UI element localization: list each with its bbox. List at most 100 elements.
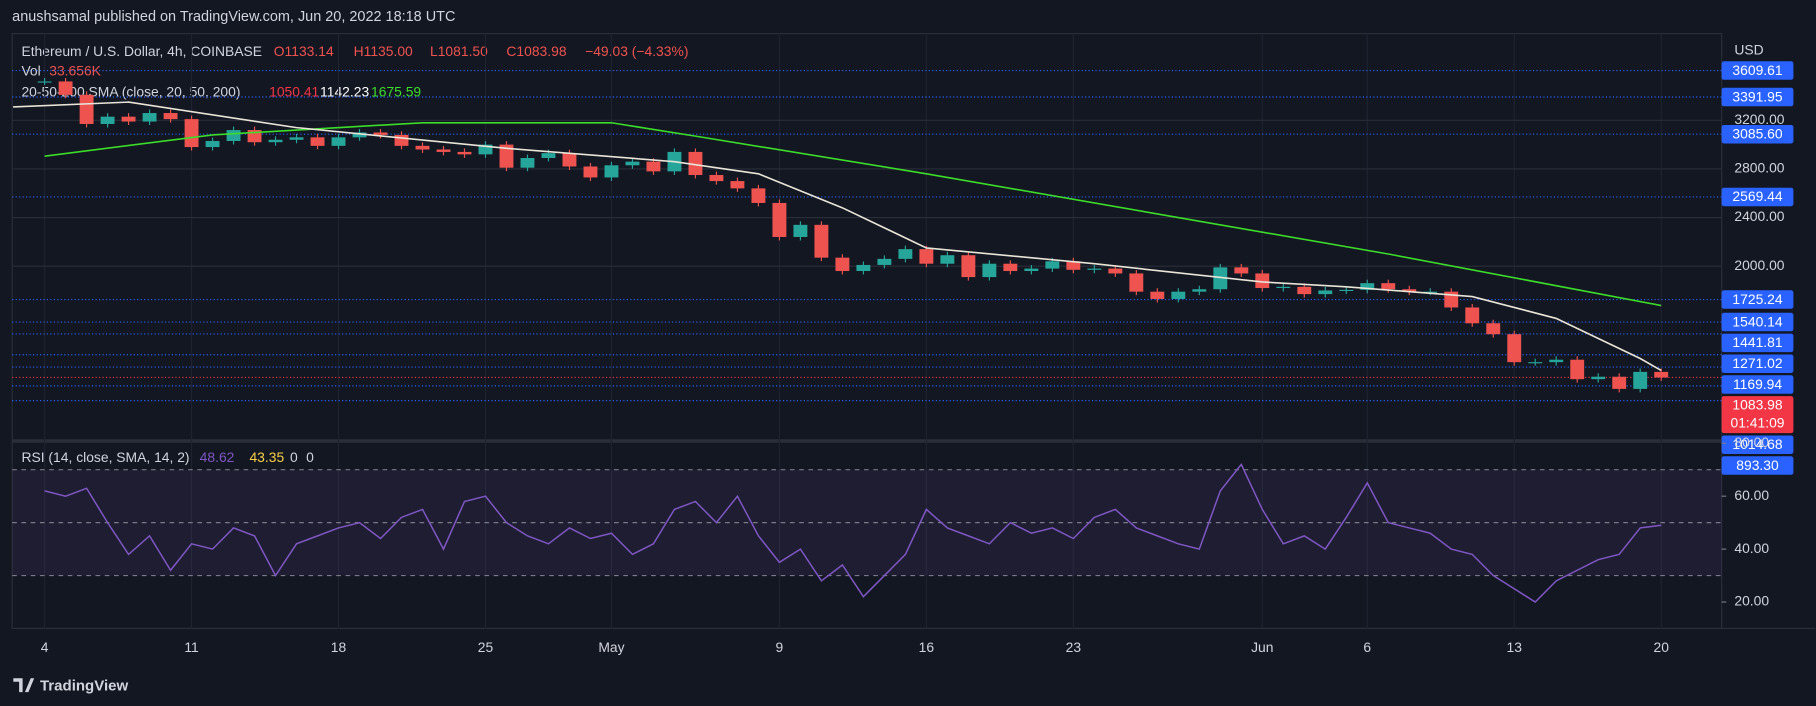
candle-body: [1150, 291, 1165, 299]
candle-body: [688, 151, 703, 176]
rsi-tick-label: 80.00: [1734, 434, 1769, 450]
candle-body: [1234, 267, 1249, 274]
candle-body: [58, 81, 73, 95]
ma-value: 1142.23: [320, 83, 369, 99]
candle-body: [562, 153, 577, 167]
candle-body: [1507, 334, 1522, 363]
candle-body: [520, 157, 535, 168]
candle-body: [1129, 273, 1144, 292]
candle-body: [646, 161, 661, 172]
brand-logo: [13, 678, 35, 693]
price-marker: [1721, 354, 1794, 373]
rsi-legend-value: 0: [306, 449, 314, 465]
candle-body: [1402, 289, 1417, 292]
candle-body: [982, 263, 997, 278]
y-tick-label: 2000.00: [1734, 257, 1784, 273]
rsi-tick-label: 20.00: [1734, 593, 1769, 609]
candle-body: [1549, 359, 1564, 363]
price-marker-label: 893.30: [1736, 457, 1779, 473]
price-marker: [1721, 435, 1794, 454]
candle-body: [1570, 359, 1585, 380]
ohlc-label: L1081.50: [430, 43, 488, 59]
x-tick-label: 6: [1363, 639, 1371, 655]
x-tick-label: 20: [1653, 639, 1669, 655]
candle-body: [1591, 376, 1606, 380]
candle-body: [415, 145, 430, 150]
candle-body: [1339, 289, 1354, 292]
ma-value: 1675.59: [371, 83, 421, 99]
candle-body: [205, 140, 220, 148]
candle-body: [1528, 362, 1543, 364]
candle-body: [625, 161, 640, 166]
candle-body: [289, 137, 304, 140]
rsi-tick-label: 40.00: [1734, 540, 1769, 556]
candle-body: [898, 249, 913, 259]
candle-body: [499, 144, 514, 168]
candle-body: [1108, 268, 1123, 274]
candle-body: [373, 132, 388, 135]
candle-body: [541, 153, 556, 158]
candle-body: [1276, 286, 1291, 289]
ohlc-label: H1135.00: [354, 43, 413, 59]
candle-body: [1192, 289, 1207, 292]
candle-body: [394, 134, 409, 146]
candle-body: [856, 264, 871, 272]
candle-body: [100, 116, 115, 124]
candle-body: [1255, 273, 1270, 289]
y-tick-label: 2400.00: [1734, 208, 1784, 224]
candle-body: [1087, 268, 1102, 270]
price-marker-label: 1083.98: [1732, 397, 1782, 413]
volume-label: Vol: [21, 62, 40, 78]
price-marker-label: 1271.02: [1732, 355, 1782, 371]
rsi-legend-value: 43.35: [249, 449, 284, 465]
candle-body: [1486, 323, 1501, 335]
candle-body: [184, 119, 199, 148]
candle-body: [1654, 371, 1669, 378]
candle-body: [709, 175, 724, 182]
x-tick-label: 16: [919, 639, 935, 655]
candle-body: [478, 144, 493, 155]
y-tick-label: 2800.00: [1734, 160, 1784, 176]
candle-body: [730, 181, 745, 189]
candle-body: [1381, 283, 1396, 290]
rsi-line: [44, 463, 1662, 603]
candle-body: [835, 257, 850, 272]
price-marker-label: 1540.14: [1732, 313, 1782, 329]
price-marker: [1721, 333, 1794, 353]
candle-body: [1423, 291, 1438, 293]
candle-body: [79, 94, 94, 124]
candle-body: [793, 224, 808, 237]
candle-body: [352, 132, 367, 138]
published-line: anushsamal published on TradingView.com,…: [12, 9, 455, 25]
candle-body: [1297, 286, 1312, 295]
candle-body: [604, 165, 619, 178]
price-marker: [1721, 87, 1794, 107]
candle-body: [940, 255, 955, 264]
candle-body: [751, 188, 766, 203]
ma-value: 1050.41: [269, 83, 319, 99]
candle-body: [310, 137, 325, 146]
candle-body: [814, 224, 829, 258]
candle-body: [1213, 267, 1228, 290]
candle-body: [1612, 376, 1627, 389]
price-marker-label: 3085.60: [1732, 125, 1782, 141]
candle-body: [919, 249, 934, 264]
x-tick-label: 25: [478, 639, 494, 655]
x-tick-label: 13: [1507, 639, 1523, 655]
x-tick-label: 9: [776, 639, 784, 655]
x-tick-label: 11: [184, 639, 199, 655]
candle-body: [961, 255, 976, 278]
price-marker: [1721, 312, 1794, 332]
rsi-legend-value: 0: [290, 449, 298, 465]
moving-average: [13, 101, 1662, 372]
ohlc-label: O1133.14: [274, 43, 334, 59]
candle-body: [583, 166, 598, 178]
candle-body: [1318, 290, 1333, 295]
y-tick-label: 3200.00: [1734, 111, 1784, 127]
price-marker: [1721, 375, 1794, 394]
price-marker: [1721, 396, 1794, 434]
x-tick-label: Jun: [1251, 639, 1273, 655]
candle-body: [772, 202, 787, 237]
candle-body: [163, 113, 178, 120]
